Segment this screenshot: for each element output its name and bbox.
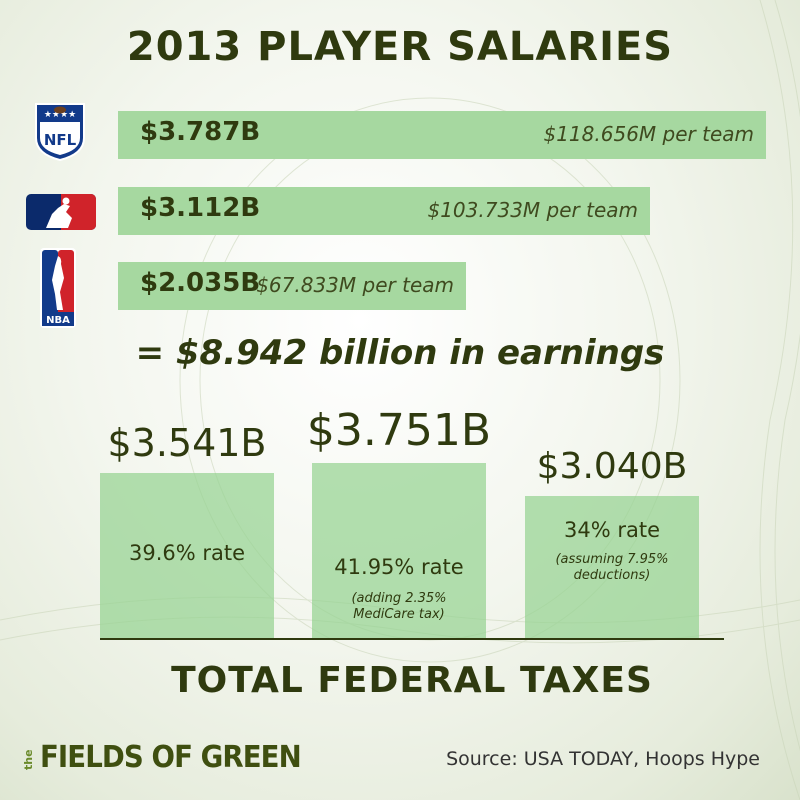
svg-text:NFL: NFL (44, 131, 77, 149)
tax-note: (adding 2.35% MediCare tax) (351, 591, 447, 622)
brand-name: FIELDS OF GREEN (40, 740, 302, 775)
source-note: Source: USA TODAY, Hoops Hype (446, 748, 760, 770)
nba-logo: NBA (40, 248, 76, 328)
salary-per-team: $118.656M per team (543, 122, 754, 146)
tax-bar: 39.6% rate (100, 473, 274, 638)
mlb-logo (26, 194, 96, 230)
tax-value-label: $3.751B (306, 405, 492, 456)
svg-text:★★★★: ★★★★ (44, 110, 76, 120)
salary-per-team: $103.733M per team (427, 198, 638, 222)
tax-bar: 34% rate (assuming 7.95% deductions) (525, 496, 699, 638)
svg-text:NBA: NBA (46, 315, 70, 326)
tax-rate-label: 39.6% rate (128, 541, 246, 565)
brand-prefix: the (22, 749, 35, 771)
tax-rate-label: 41.95% rate (334, 555, 464, 579)
tax-bar: 41.95% rate (adding 2.35% MediCare tax) (312, 463, 486, 638)
salary-bar-nfl: $3.787B $118.656M per team (118, 111, 766, 159)
tax-chart-baseline (100, 638, 724, 640)
tax-value-label: $3.541B (107, 421, 267, 465)
taxes-title: TOTAL FEDERAL TAXES (171, 660, 653, 701)
salary-amount: $2.035B (140, 268, 261, 298)
nfl-logo: NFL ★★★★ (35, 103, 85, 162)
tax-note: (assuming 7.95% deductions) (555, 552, 669, 583)
earnings-total: = $8.942 billion in earnings (135, 333, 665, 373)
salary-per-team: $67.833M per team (256, 273, 454, 297)
salary-amount: $3.112B (140, 193, 261, 223)
salary-bar-nba: $2.035B $67.833M per team (118, 262, 466, 310)
salary-bar-mlb: $3.112B $103.733M per team (118, 187, 650, 235)
tax-rate-label: 34% rate (563, 518, 660, 542)
salary-amount: $3.787B (140, 117, 261, 147)
tax-value-label: $3.040B (536, 446, 688, 487)
chart-title: 2013 PLAYER SALARIES (126, 24, 674, 70)
